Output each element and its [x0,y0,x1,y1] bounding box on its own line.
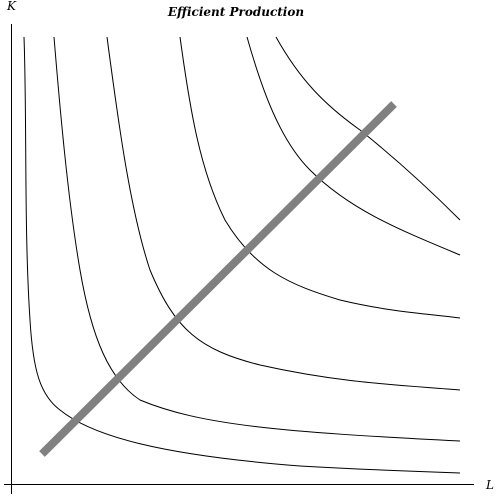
isoquant-curve-5 [246,36,461,256]
expansion-path-line [39,101,397,457]
x-axis-label: L [485,478,494,492]
isoquant-curve-1 [23,36,461,474]
isoquant-curve-3 [106,36,461,391]
y-axis-label: K [6,0,17,13]
diagram-title: Efficient Production [167,5,304,19]
isoquant-curve-4 [179,36,461,319]
isoquant-curve-2 [53,36,461,442]
isoquant-curve-6 [275,36,461,221]
